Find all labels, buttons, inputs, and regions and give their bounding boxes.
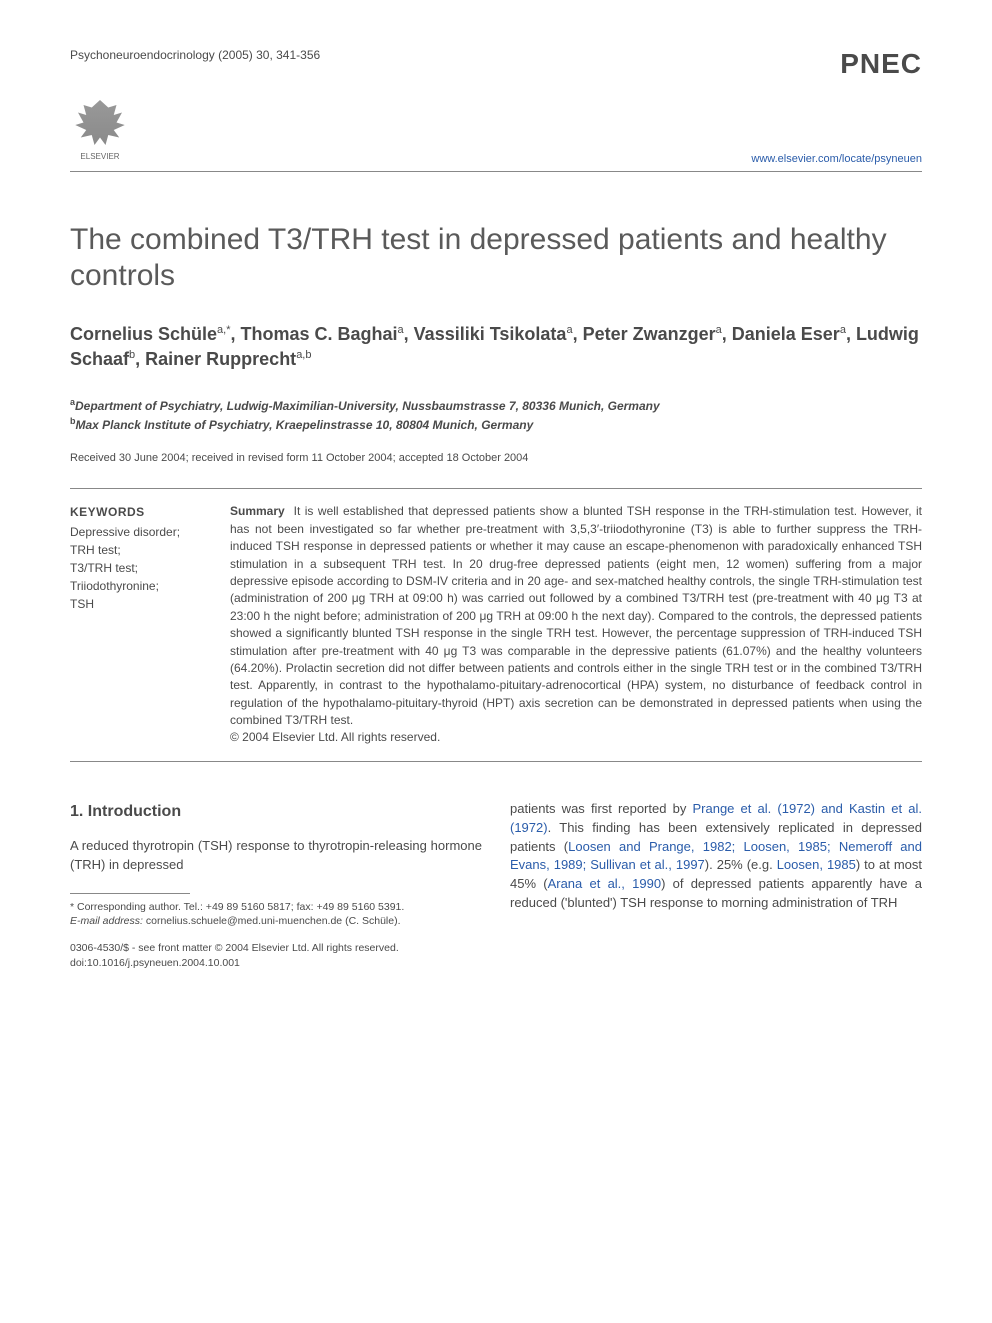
abstract-box: KEYWORDS Depressive disorder; TRH test; … bbox=[70, 488, 922, 761]
section-heading-intro: 1. Introduction bbox=[70, 800, 482, 823]
journal-reference: Psychoneuroendocrinology (2005) 30, 341-… bbox=[70, 48, 320, 62]
elsevier-logo: ELSEVIER bbox=[70, 100, 130, 165]
keywords-column: KEYWORDS Depressive disorder; TRH test; … bbox=[70, 503, 230, 746]
summary-column: Summary It is well established that depr… bbox=[230, 503, 922, 746]
email-name: (C. Schüle). bbox=[345, 915, 400, 927]
summary-label: Summary bbox=[230, 504, 285, 518]
front-matter-line: 0306-4530/$ - see front matter © 2004 El… bbox=[70, 941, 922, 956]
doi-line: doi:10.1016/j.psyneuen.2004.10.001 bbox=[70, 956, 922, 971]
header-row: Psychoneuroendocrinology (2005) 30, 341-… bbox=[70, 48, 922, 80]
left-column: 1. Introduction A reduced thyrotropin (T… bbox=[70, 800, 482, 929]
affiliation-a: aDepartment of Psychiatry, Ludwig-Maximi… bbox=[70, 396, 922, 415]
authors-list: Cornelius Schülea,*, Thomas C. Baghaia, … bbox=[70, 322, 922, 372]
keywords-list: Depressive disorder; TRH test; T3/TRH te… bbox=[70, 523, 212, 613]
summary-copyright: © 2004 Elsevier Ltd. All rights reserved… bbox=[230, 730, 440, 744]
journal-logo-pnec: PNEC bbox=[840, 48, 922, 80]
keywords-heading: KEYWORDS bbox=[70, 503, 212, 521]
doi-block: 0306-4530/$ - see front matter © 2004 El… bbox=[70, 941, 922, 970]
intro-para-left: A reduced thyrotropin (TSH) response to … bbox=[70, 837, 482, 875]
logo-row: ELSEVIER www.elsevier.com/locate/psyneue… bbox=[70, 100, 922, 165]
corresponding-author-footnote: * Corresponding author. Tel.: +49 89 516… bbox=[70, 900, 482, 915]
article-title: The combined T3/TRH test in depressed pa… bbox=[70, 222, 922, 294]
elsevier-text: ELSEVIER bbox=[70, 152, 130, 161]
article-dates: Received 30 June 2004; received in revis… bbox=[70, 452, 922, 464]
body-columns: 1. Introduction A reduced thyrotropin (T… bbox=[70, 800, 922, 929]
email-footnote: E-mail address: cornelius.schuele@med.un… bbox=[70, 914, 482, 929]
affiliation-b: bMax Planck Institute of Psychiatry, Kra… bbox=[70, 415, 922, 434]
elsevier-tree-icon bbox=[73, 100, 128, 150]
intro-para-right: patients was first reported by Prange et… bbox=[510, 800, 922, 913]
affiliations: aDepartment of Psychiatry, Ludwig-Maximi… bbox=[70, 396, 922, 434]
footnote-separator bbox=[70, 893, 190, 894]
email-address[interactable]: cornelius.schuele@med.uni-muenchen.de bbox=[146, 915, 342, 927]
locate-url[interactable]: www.elsevier.com/locate/psyneuen bbox=[751, 153, 922, 165]
header-rule bbox=[70, 171, 922, 172]
summary-text: It is well established that depressed pa… bbox=[230, 504, 922, 727]
email-label: E-mail address: bbox=[70, 915, 143, 927]
right-column: patients was first reported by Prange et… bbox=[510, 800, 922, 929]
